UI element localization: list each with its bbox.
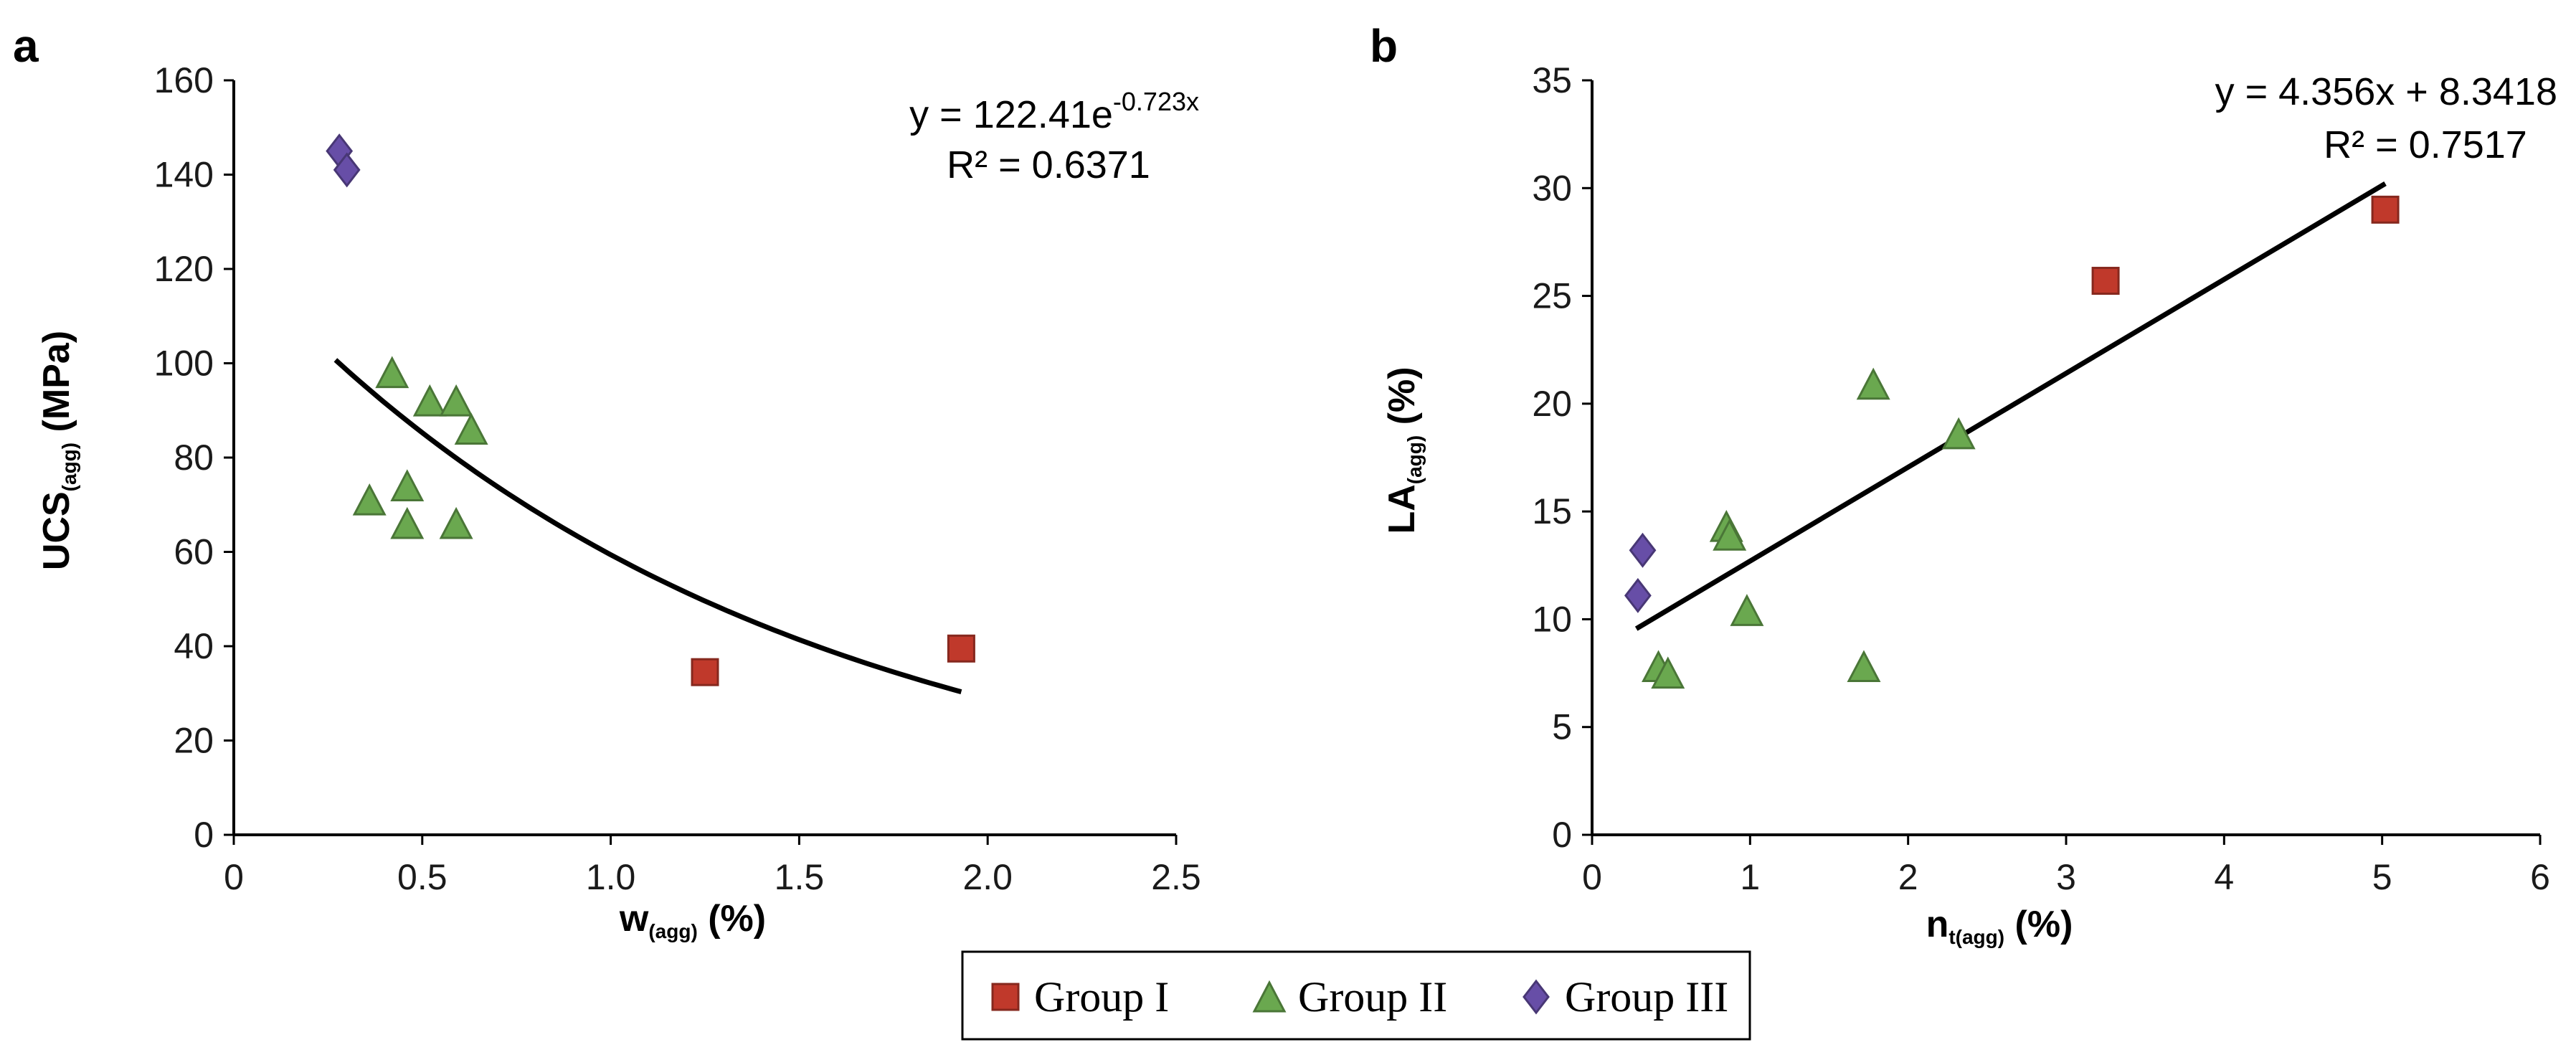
trendline-path [333, 358, 962, 694]
panel-b-y-title: LA(agg) (%) [1381, 366, 1426, 534]
legend-label-group-ii: Group II [1298, 973, 1447, 1021]
panel-b-letter: b [1370, 20, 1398, 72]
y-tick-label: 5 [1552, 707, 1572, 747]
y-tick-label: 80 [174, 437, 214, 478]
panel-a-axes [232, 80, 1176, 836]
group-ii-point [1941, 417, 1976, 450]
legend-label-group-i: Group I [1034, 973, 1169, 1021]
legend-items: Group I Group II Group III [991, 973, 1728, 1021]
group-ii-point [390, 469, 425, 501]
group-i-point [2091, 267, 2120, 295]
y-tick-label: 25 [1532, 276, 1572, 316]
group-iii-point [333, 152, 361, 188]
x-tick-label: 0 [1582, 857, 1602, 897]
x-tick-label: 2 [1898, 857, 1918, 897]
y-tick-label: 160 [154, 60, 214, 100]
legend-label-group-iii: Group III [1565, 973, 1728, 1021]
group-ii-point [1847, 650, 1881, 683]
y-tick-label: 20 [174, 721, 214, 761]
legend: Group I Group II Group III [961, 950, 1751, 1041]
y-tick-label: 60 [174, 532, 214, 572]
y-tick-label: 0 [1552, 815, 1572, 855]
panel-a-trendline [333, 358, 962, 694]
panel-b-ticks: 0 5 10 15 20 25 30 35 0 1 2 3 4 5 6 [1532, 60, 2550, 897]
x-tick-label: 1.5 [775, 857, 825, 897]
x-tick-label: 2.0 [962, 857, 1013, 897]
y-tick-label: 30 [1532, 168, 1572, 208]
x-tick-label: 0 [224, 857, 244, 897]
legend-marker-group-iii [1523, 979, 1550, 1015]
x-tick-label: 0.5 [397, 857, 448, 897]
y-tick-label: 15 [1532, 491, 1572, 531]
group-ii-point [454, 412, 488, 445]
group-ii-point [1713, 518, 1747, 551]
panel-b-points [1624, 195, 2400, 689]
panel-b-x-title: nt(agg) (%) [1926, 904, 2073, 948]
y-tick-label: 140 [154, 155, 214, 195]
legend-marker-group-i [991, 983, 1020, 1011]
panel-b-axes [1591, 80, 2540, 836]
y-tick-label: 10 [1532, 599, 1572, 639]
trendline-path [1634, 181, 2387, 631]
x-tick-label: 1 [1740, 857, 1760, 897]
group-ii-point [1856, 367, 1890, 400]
panel-a-ticks: 0 20 40 60 80 100 120 140 160 0 0.5 1.0 1.5 2.0 2.5 [154, 60, 1201, 897]
y-tick-label: 35 [1532, 60, 1572, 100]
legend-marker-group-ii [1252, 980, 1287, 1013]
panel-a-equation: y = 122.41e-0.723x [909, 87, 1199, 136]
group-ii-point [412, 384, 447, 417]
x-tick-label: 4 [2214, 857, 2234, 897]
y-tick-label: 120 [154, 249, 214, 289]
panel-a-r2: R² = 0.6371 [947, 143, 1150, 186]
panel-b-equation: y = 4.356x + 8.3418 [2215, 70, 2557, 113]
legend-box [961, 950, 1751, 1041]
y-tick-label: 100 [154, 344, 214, 384]
group-iii-point [1629, 532, 1657, 568]
y-tick-label: 20 [1532, 384, 1572, 424]
group-iii-point [1624, 577, 1652, 613]
panel-a-y-title: UCS(agg) (MPa) [36, 331, 80, 570]
panel-a-points [326, 133, 975, 686]
x-tick-label: 3 [2056, 857, 2076, 897]
group-ii-point [439, 384, 473, 417]
group-i-point [947, 634, 975, 663]
group-ii-point [1651, 656, 1685, 689]
panel-b: b 0 5 10 15 20 25 30 35 0 1 2 3 4 5 6 y = 4.356x + 8.3… [1370, 20, 2557, 948]
x-tick-label: 1.0 [586, 857, 636, 897]
group-i-point [691, 658, 719, 686]
panel-a-letter: a [13, 20, 39, 72]
panel-b-r2: R² = 0.7517 [2324, 123, 2527, 166]
panel-b-trendline [1634, 181, 2387, 631]
group-ii-point [439, 506, 473, 539]
group-ii-point [352, 483, 387, 516]
group-ii-point [375, 356, 409, 389]
y-tick-label: 40 [174, 626, 214, 666]
group-ii-point [1730, 594, 1764, 626]
y-tick-label: 0 [194, 815, 214, 855]
group-i-point [2371, 195, 2400, 224]
panel-a-x-title: w(agg) (%) [619, 898, 766, 942]
x-tick-label: 2.5 [1151, 857, 1201, 897]
x-tick-label: 5 [2372, 857, 2392, 897]
x-tick-label: 6 [2530, 857, 2550, 897]
group-ii-point [390, 506, 425, 539]
